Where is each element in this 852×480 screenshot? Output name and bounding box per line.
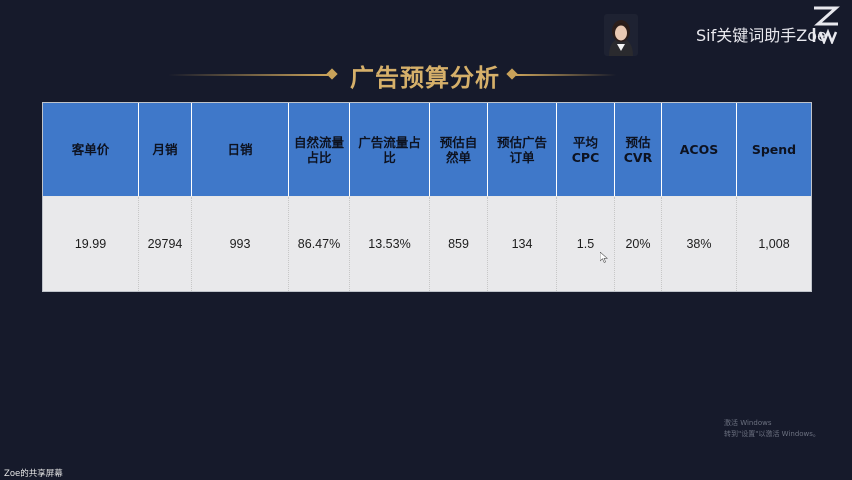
cell-ad-traffic-share: 13.53%	[350, 197, 430, 291]
title-decoration-left	[168, 74, 328, 76]
title-decoration-right	[516, 74, 616, 76]
cell-unit-price: 19.99	[43, 197, 139, 291]
title-diamond-left	[326, 68, 338, 80]
screen-share-label: Zoe的共享屏幕	[4, 469, 63, 479]
mouse-cursor-icon	[599, 250, 608, 263]
header-ad-traffic-share: 广告流量占 比	[350, 103, 430, 196]
cell-acos: 38%	[662, 197, 737, 291]
windows-activation-watermark: 激活 Windows 转到"设置"以激活 Windows。	[724, 418, 820, 440]
lwz-logo-icon	[812, 4, 840, 46]
header-est-ad-orders: 预估广告 订单	[488, 103, 557, 196]
cell-est-ad-orders: 134	[488, 197, 557, 291]
header-est-cvr: 预估 CVR	[615, 103, 662, 196]
cell-spend: 1,008	[758, 236, 790, 251]
budget-analysis-table: 客单价 月销 日销 自然流量 占比 广告流量占 比 预估自 然单 预估广告 订单…	[42, 102, 812, 292]
header-avg-cpc: 平均 CPC	[557, 103, 615, 196]
header-organic-traffic-share: 自然流量 占比	[289, 103, 350, 196]
slide-title: 广告预算分析	[350, 64, 500, 92]
header-acos: ACOS	[662, 103, 737, 196]
watermark-line-2: 转到"设置"以激活 Windows。	[724, 430, 820, 438]
header-daily-sales: 日销	[192, 103, 289, 196]
header-monthly-sales: 月销	[139, 103, 192, 196]
table-header-row: 客单价 月销 日销 自然流量 占比 广告流量占 比 预估自 然单 预估广告 订单…	[43, 103, 811, 196]
cell-organic-traffic-share: 86.47%	[289, 197, 350, 291]
cell-daily-sales: 993	[192, 197, 289, 291]
header-est-organic-orders: 预估自 然单	[430, 103, 488, 196]
header-spend: Spend	[751, 142, 797, 157]
header-unit-price: 客单价	[43, 103, 139, 196]
cell-est-cvr: 20%	[615, 197, 662, 291]
cell-avg-cpc: 1.5	[557, 197, 615, 291]
overlay-name-text: Sif关键词助手Zoe	[696, 26, 827, 45]
watermark-line-1: 激活 Windows	[724, 419, 772, 427]
table-row: 19.99 29794 993 86.47% 13.53% 859 134 1.…	[43, 197, 811, 291]
cell-monthly-sales: 29794	[139, 197, 192, 291]
slide-title-bar: 广告预算分析	[0, 28, 852, 92]
cell-est-organic-orders: 859	[430, 197, 488, 291]
presenter-avatar-icon	[604, 14, 638, 56]
